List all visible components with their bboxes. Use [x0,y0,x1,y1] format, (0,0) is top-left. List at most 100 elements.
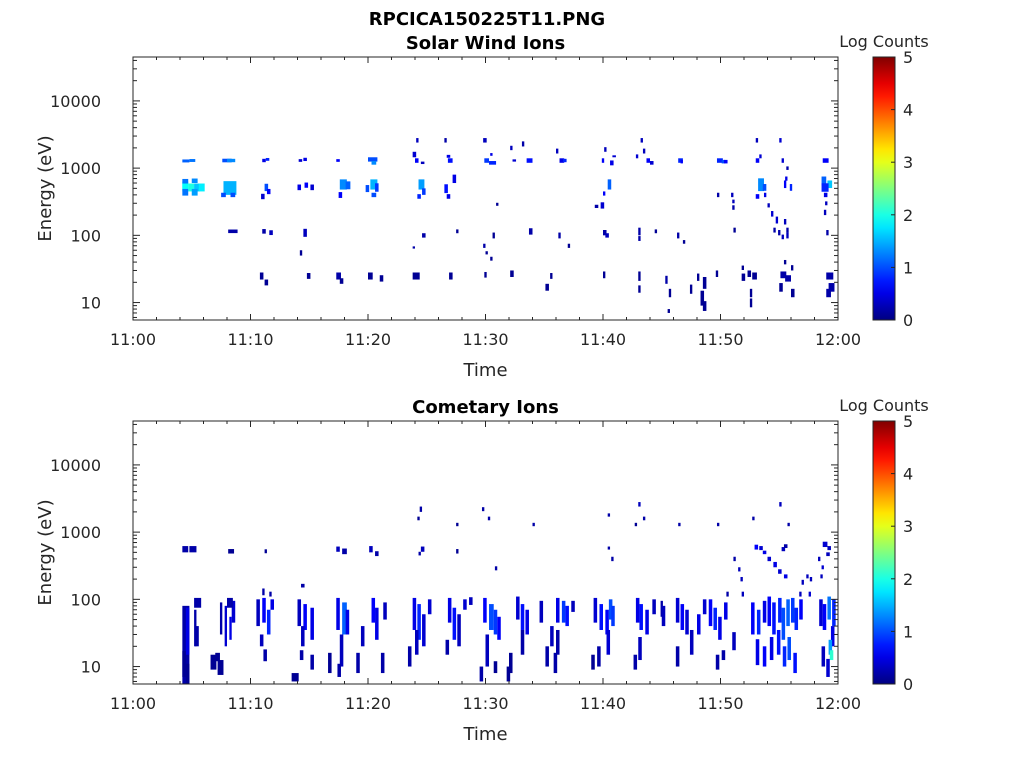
heatmap-cell [365,185,370,193]
x-axis-label: Time [462,724,507,745]
heatmap-cell [512,159,517,162]
heatmap-cell [182,546,189,553]
heatmap-cell [510,145,513,151]
heatmap-cell [493,661,498,674]
heatmap-cell [550,273,553,279]
heatmap-cell [763,192,767,198]
heatmap-cell [791,597,795,623]
heatmap-cell [556,148,559,154]
heatmap-cell [521,141,525,147]
heatmap-cell [303,604,307,630]
heatmap-cell [752,272,757,280]
heatmap-cell [759,154,762,159]
heatmap-cell [776,629,781,655]
heatmap-cell [223,181,237,195]
heatmap-cell [559,158,565,163]
heatmap-cell [444,184,448,194]
heatmap-cell [827,596,831,620]
heatmap-cell [182,651,186,677]
heatmap-cell [342,602,347,635]
heatmap-cell [607,546,611,550]
heatmap-cell [269,230,273,236]
heatmap-cell [452,607,457,640]
heatmap-cell [682,240,686,244]
colorbar-tick-label: 2 [903,570,913,589]
colorbar-tick-label: 4 [903,101,913,120]
heatmap-cell [822,158,829,163]
colorbar-tick-label: 4 [903,465,913,484]
heatmap-cell [603,230,606,233]
heatmap-cell [634,522,638,527]
heatmap-cell [483,243,486,248]
x-tick-label: 11:50 [697,694,743,713]
heatmap-cell [721,159,726,164]
heatmap-cell [605,233,609,238]
heatmap-cell [715,270,719,277]
heatmap-cell [561,600,566,623]
heatmap-cell [635,597,640,623]
heatmap-cell [303,228,307,237]
heatmap-cell [733,556,736,562]
heatmap-cell [189,159,196,162]
heatmap-cell [297,599,302,627]
heatmap-cells [182,502,836,684]
heatmap-cell [264,549,267,554]
heatmap-cell [191,178,198,184]
heatmap-cell [520,604,525,630]
x-tick-label: 12:00 [815,330,861,349]
heatmap-cell [336,159,340,162]
heatmap-cell [689,629,694,655]
heatmap-cell [767,556,772,562]
heatmap-cell [635,154,639,159]
heatmap-cell [417,604,421,640]
heatmap-cell [368,272,373,280]
heatmap-cell [827,180,833,189]
heatmap-cell [612,155,616,158]
colorbar-tick-label: 2 [903,206,913,225]
heatmap-cell [791,265,794,271]
heatmap-cell [194,597,202,608]
heatmap-cell [415,158,419,163]
colorbar-tick-label: 5 [903,412,913,431]
heatmap-cell [231,600,236,623]
colorbar [872,56,896,321]
heatmap-cell [652,599,656,615]
heatmap-cell [778,230,781,236]
heatmap-cell [778,597,782,623]
heatmap-cell [299,250,303,256]
heatmap-cell [422,614,426,647]
heatmap-cell [786,227,789,233]
heatmap-cell [191,188,198,196]
heatmap-cell [412,151,417,158]
heatmap-cell [783,180,787,189]
heatmap-cell [786,232,789,239]
heatmap-cell [422,233,426,238]
heatmap-cell [262,597,266,623]
heatmap-cell [781,547,786,552]
heatmap-cell [702,301,707,311]
heatmap-cell [269,591,272,597]
x-tick-label: 11:00 [110,694,156,713]
heatmap-cell [793,652,797,674]
heatmap-cell [806,574,809,579]
heatmap-cell [262,158,266,163]
heatmap-cell [702,276,707,289]
heatmap-cell [553,652,558,674]
colorbar-tick-label: 0 [903,675,913,694]
heatmap-cell [786,166,789,170]
heatmap-cell [407,646,412,667]
heatmap-cell [715,654,720,670]
y-tick-label: 1000 [60,523,101,542]
heatmap-cell [375,183,379,192]
heatmap-cell [545,283,549,291]
heatmap-cell [182,159,190,163]
heatmap-cell [794,607,799,630]
heatmap-cell [756,609,761,635]
heatmap-cell [593,597,598,623]
heatmap-cell [449,272,453,280]
heatmap-cell [301,583,305,588]
x-tick-label: 11:00 [110,330,156,349]
heatmap-cell [264,183,269,192]
heatmap-cell [713,607,717,630]
heatmap-cell [412,597,417,630]
